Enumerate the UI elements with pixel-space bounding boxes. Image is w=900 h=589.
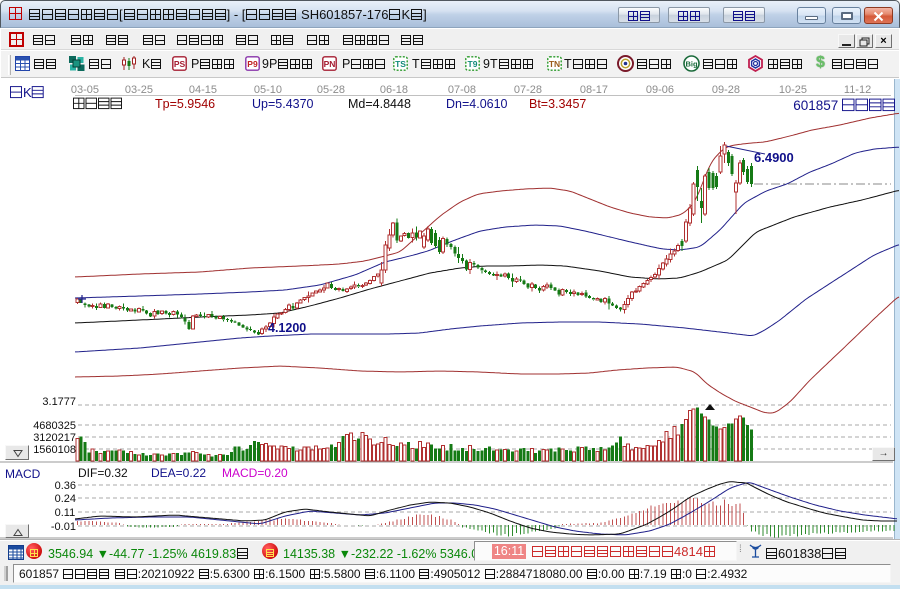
- svg-text:0.11: 0.11: [55, 507, 76, 519]
- svg-text:Big: Big: [685, 60, 698, 69]
- svg-text:-0.01: -0.01: [51, 521, 76, 533]
- svg-text:07-08: 07-08: [448, 84, 476, 96]
- svg-text:Dn=4.0610: Dn=4.0610: [446, 97, 508, 111]
- svg-text:PN: PN: [324, 59, 336, 69]
- svg-text:PS: PS: [174, 59, 186, 69]
- svg-text:MACD=0.20: MACD=0.20: [222, 466, 288, 480]
- svg-text:09-28: 09-28: [712, 84, 740, 96]
- svg-text:6.4900: 6.4900: [754, 150, 794, 165]
- svg-text:P9: P9: [247, 59, 258, 69]
- svg-text:09-06: 09-06: [646, 84, 674, 96]
- svg-text:05-28: 05-28: [317, 84, 345, 96]
- svg-text:4.1200: 4.1200: [268, 321, 306, 335]
- svg-text:06-18: 06-18: [380, 84, 408, 96]
- svg-text:0.36: 0.36: [55, 480, 76, 492]
- svg-text:Tp=5.9546: Tp=5.9546: [155, 97, 215, 111]
- svg-text:10-25: 10-25: [779, 84, 807, 96]
- svg-text:3.1777: 3.1777: [42, 396, 76, 408]
- svg-text:TS: TS: [395, 59, 406, 69]
- svg-text:MACD: MACD: [5, 467, 41, 481]
- svg-text:DEA=0.22: DEA=0.22: [151, 466, 206, 480]
- svg-text:Md=4.8448: Md=4.8448: [348, 97, 411, 111]
- svg-text:11-12: 11-12: [844, 84, 871, 96]
- svg-text:4680325: 4680325: [33, 420, 76, 432]
- svg-text:0.24: 0.24: [55, 493, 76, 505]
- svg-text:TN: TN: [549, 59, 560, 69]
- svg-text:3120217: 3120217: [33, 432, 76, 444]
- svg-text:07-28: 07-28: [514, 84, 542, 96]
- svg-text:04-15: 04-15: [189, 84, 217, 96]
- svg-text:05-10: 05-10: [254, 84, 282, 96]
- svg-text:08-17: 08-17: [580, 84, 608, 96]
- svg-text:DIF=0.32: DIF=0.32: [78, 466, 128, 480]
- svg-text:03-25: 03-25: [125, 84, 153, 96]
- svg-text:K: K: [23, 85, 32, 100]
- svg-text:T9: T9: [468, 59, 478, 69]
- svg-text:03-05: 03-05: [71, 84, 99, 96]
- svg-text:601857: 601857: [793, 98, 838, 113]
- svg-text:Up=5.4370: Up=5.4370: [252, 97, 314, 111]
- svg-text:1560108: 1560108: [33, 444, 76, 456]
- svg-text:Bt=3.3457: Bt=3.3457: [529, 97, 586, 111]
